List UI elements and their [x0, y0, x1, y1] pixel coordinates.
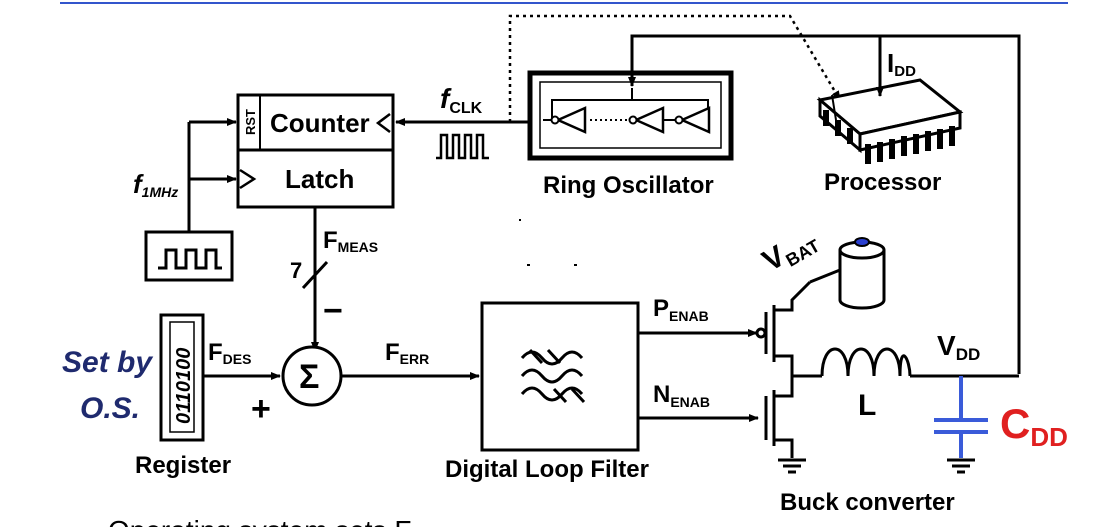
battery-icon	[838, 237, 886, 310]
svg-text:NENAB: NENAB	[653, 381, 710, 410]
svg-text:CDD: CDD	[1000, 400, 1068, 452]
filter-icon	[520, 348, 586, 404]
bus-width-label: 7	[290, 258, 302, 283]
svg-text:PENAB: PENAB	[653, 295, 709, 324]
set-by-line1: Set by	[62, 346, 153, 379]
bus-slash	[301, 260, 329, 290]
svg-text:IDD: IDD	[887, 48, 916, 80]
latch-label: Latch	[285, 164, 354, 194]
svg-text:f1MHz: f1MHz	[133, 169, 178, 200]
p-enab-label: PENAB	[653, 295, 709, 324]
processor-label: Processor	[824, 169, 941, 196]
ring-oscillator-label: Ring Oscillator	[543, 172, 714, 199]
dotted-control-line	[508, 14, 842, 122]
set-by-line2: O.S.	[80, 392, 140, 425]
register-value: 0110100	[173, 348, 195, 424]
f-1mhz-label: f1MHz	[133, 169, 178, 200]
nmos-transistor	[764, 376, 794, 458]
clock-source-box	[144, 230, 234, 282]
i-dd-label: IDD	[887, 48, 916, 80]
inductor-coil	[820, 347, 912, 377]
svg-text:FMEAS: FMEAS	[323, 227, 378, 255]
capacitor-cdd	[934, 376, 988, 458]
counter-clock-input	[375, 113, 391, 133]
f-clk-label: fCLK	[440, 83, 483, 117]
svg-text:VBAT: VBAT	[757, 222, 823, 281]
summing-junction: Σ	[281, 345, 343, 407]
svg-text:Σ: Σ	[299, 358, 319, 396]
cut-off-bullet-text: Operating system sets F	[108, 515, 411, 527]
ring-oscillator-block	[527, 70, 734, 161]
f-meas-label: FMEAS	[323, 227, 378, 255]
ground-symbol-cap	[947, 458, 975, 474]
processor-chip	[816, 78, 964, 164]
digital-loop-filter-label: Digital Loop Filter	[445, 456, 649, 483]
latch-clock-input	[239, 168, 257, 190]
f-clk-waveform	[436, 133, 489, 160]
n-enab-label: NENAB	[653, 381, 710, 410]
svg-text:fCLK: fCLK	[440, 83, 483, 117]
register-block: 0110100	[159, 313, 205, 442]
buck-converter-label: Buck converter	[780, 489, 955, 516]
pmos-transistor	[755, 280, 812, 376]
wire-battery	[809, 268, 841, 284]
register-label: Register	[135, 452, 231, 479]
svg-text:VDD: VDD	[937, 330, 980, 364]
minus-sign: −	[323, 292, 343, 330]
counter-latch-block: RST Counter Latch	[236, 93, 395, 209]
svg-text:FERR: FERR	[385, 339, 429, 367]
v-bat-label: VBAT	[757, 222, 823, 281]
v-dd-label: VDD	[937, 330, 980, 364]
svg-text:FDES: FDES	[208, 339, 251, 367]
inductor-label: L	[858, 389, 876, 422]
c-dd-label: CDD	[1000, 400, 1068, 452]
f-des-label: FDES	[208, 339, 251, 367]
counter-label: Counter	[270, 108, 370, 138]
wire-vdd-to-ring	[628, 34, 1021, 374]
plus-sign: +	[251, 390, 271, 428]
rst-label: RST	[243, 109, 258, 135]
ground-symbol-nmos	[778, 458, 806, 474]
digital-loop-filter-block	[480, 301, 640, 452]
f-err-label: FERR	[385, 339, 429, 367]
